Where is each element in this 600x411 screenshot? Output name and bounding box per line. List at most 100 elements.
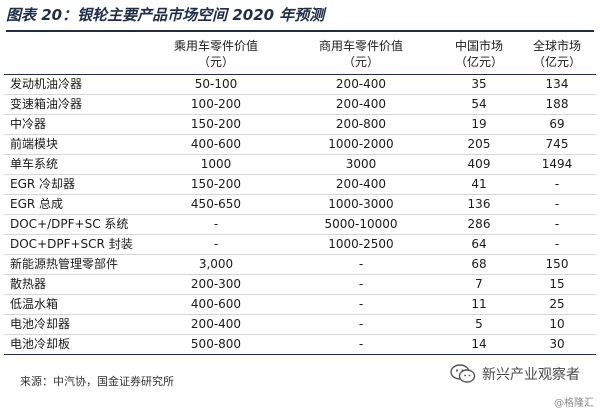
value-cell: - — [282, 254, 440, 275]
column-header-label: 中国市场 — [454, 39, 503, 53]
value-cell: 200-400 — [282, 94, 440, 115]
value-cell: - — [282, 274, 440, 295]
table-body: 发动机油冷器 50-100 200-400 35 134 变速箱油冷器 100-200 200… — [4, 74, 596, 355]
figure-title: 图表 20：银轮主要产品市场空间 2020 年预测 — [6, 6, 325, 24]
value-cell: - — [150, 234, 282, 255]
value-cell: - — [518, 174, 596, 195]
column-header-label: 商用车零件价值 — [318, 39, 403, 53]
value-cell: 100-200 — [150, 94, 282, 115]
value-cell: - — [282, 334, 440, 355]
value-cell: 25 — [518, 294, 596, 315]
source-note: 来源：中汽协，国金证券研究所 — [20, 375, 174, 388]
value-cell: 50-100 — [150, 74, 282, 95]
product-name-cell: 低温水箱 — [4, 294, 150, 315]
product-name-cell: 中冷器 — [4, 114, 150, 135]
product-name-cell: EGR 总成 — [4, 194, 150, 215]
value-cell: 5 — [440, 314, 518, 335]
table-row: EGR 总成 450-650 1000-3000 136- — [4, 194, 596, 215]
wechat-icon — [450, 364, 476, 383]
value-cell: 69 — [518, 114, 596, 135]
value-cell: 136 — [440, 194, 518, 215]
value-cell: 64 — [440, 234, 518, 255]
value-cell: 200-400 — [282, 74, 440, 95]
column-header: 全球市场 （亿元） — [518, 34, 596, 75]
value-cell: 3,000 — [150, 254, 282, 275]
column-header-label: 乘用车零件价值 — [173, 39, 258, 53]
column-header: 商用车零件价值 （元） — [282, 34, 440, 75]
brand-mark: @格隆汇 — [554, 398, 594, 409]
value-cell: 150-200 — [150, 174, 282, 195]
value-cell: 200-800 — [282, 114, 440, 135]
value-cell: 7 — [440, 274, 518, 295]
value-cell: 14 — [440, 334, 518, 355]
table-row: 新能源热管理零部件 3,000-68 150 — [4, 254, 596, 275]
watermark: 新兴产业观察者 — [450, 364, 580, 384]
value-cell: 11 — [440, 294, 518, 315]
value-cell: - — [518, 194, 596, 215]
value-cell: 150-200 — [150, 114, 282, 135]
value-cell: 409 — [440, 154, 518, 175]
value-cell: 1000-2000 — [282, 134, 440, 155]
value-cell: 500-800 — [150, 334, 282, 355]
value-cell: 200-400 — [150, 314, 282, 335]
product-name-cell: 电池冷却板 — [4, 334, 150, 355]
value-cell: 1000 — [150, 154, 282, 175]
value-cell: 1494 — [518, 154, 596, 175]
product-name-cell: 电池冷却器 — [4, 314, 150, 335]
product-name-cell: DOC+/DPF+SC 系统 — [4, 214, 150, 235]
product-name-cell: EGR 冷却器 — [4, 174, 150, 195]
table-row: 发动机油冷器 50-100 200-400 35 134 — [4, 74, 596, 95]
value-cell: 19 — [440, 114, 518, 135]
header-row: 乘用车零件价值 （元） 商用车零件价值 （元） 中国市场 （亿元） 全球市场 （亿元） — [4, 34, 596, 75]
column-header-unit: （元） — [197, 55, 234, 69]
value-cell: - — [518, 234, 596, 255]
product-name-cell: 新能源热管理零部件 — [4, 254, 150, 275]
column-header-unit: （亿元） — [532, 55, 581, 69]
product-name-cell: 散热器 — [4, 274, 150, 295]
value-cell: 286 — [440, 214, 518, 235]
product-name-cell: 前端模块 — [4, 134, 150, 155]
product-name-cell: 变速箱油冷器 — [4, 94, 150, 115]
value-cell: - — [282, 314, 440, 335]
column-header-unit: （亿元） — [454, 55, 503, 69]
column-header — [4, 34, 150, 75]
value-cell: - — [518, 214, 596, 235]
market-table: 乘用车零件价值 （元） 商用车零件价值 （元） 中国市场 （亿元） 全球市场 （亿元） 发动机… — [4, 34, 596, 355]
table-row: 电池冷却器 200-400-5 10 — [4, 314, 596, 335]
column-header-unit: （元） — [342, 55, 379, 69]
table-row: 变速箱油冷器 100-200 200-400 54 188 — [4, 94, 596, 115]
table-row: 单车系统 1000 3000 409 1494 — [4, 154, 596, 175]
value-cell: 41 — [440, 174, 518, 195]
value-cell: 134 — [518, 74, 596, 95]
product-name-cell: 单车系统 — [4, 154, 150, 175]
value-cell: 205 — [440, 134, 518, 155]
value-cell: 745 — [518, 134, 596, 155]
value-cell: 3000 — [282, 154, 440, 175]
value-cell: 54 — [440, 94, 518, 115]
table-row: DOC+/DPF+SC 系统 -5000-10000 286- — [4, 214, 596, 235]
value-cell: 1000-3000 — [282, 194, 440, 215]
value-cell: - — [150, 214, 282, 235]
table-row: 前端模块 400-600 1000-2000 205 745 — [4, 134, 596, 155]
value-cell: 35 — [440, 74, 518, 95]
value-cell: 30 — [518, 334, 596, 355]
value-cell: 188 — [518, 94, 596, 115]
value-cell: - — [282, 294, 440, 315]
column-header-label: 全球市场 — [532, 39, 581, 53]
value-cell: 200-300 — [150, 274, 282, 295]
table-row: 低温水箱 400-600-11 25 — [4, 294, 596, 315]
value-cell: 200-400 — [282, 174, 440, 195]
value-cell: 10 — [518, 314, 596, 335]
title-divider — [6, 30, 594, 32]
product-name-cell: 发动机油冷器 — [4, 74, 150, 95]
table-row: 电池冷却板 500-800-14 30 — [4, 334, 596, 355]
value-cell: 1000-2500 — [282, 234, 440, 255]
value-cell: 15 — [518, 274, 596, 295]
value-cell: 5000-10000 — [282, 214, 440, 235]
table-row: 散热器 200-300-7 15 — [4, 274, 596, 295]
table-row: 中冷器 150-200 200-800 19 69 — [4, 114, 596, 135]
value-cell: 400-600 — [150, 134, 282, 155]
value-cell: 450-650 — [150, 194, 282, 215]
watermark-text: 新兴产业观察者 — [482, 367, 580, 383]
column-header: 乘用车零件价值 （元） — [150, 34, 282, 75]
